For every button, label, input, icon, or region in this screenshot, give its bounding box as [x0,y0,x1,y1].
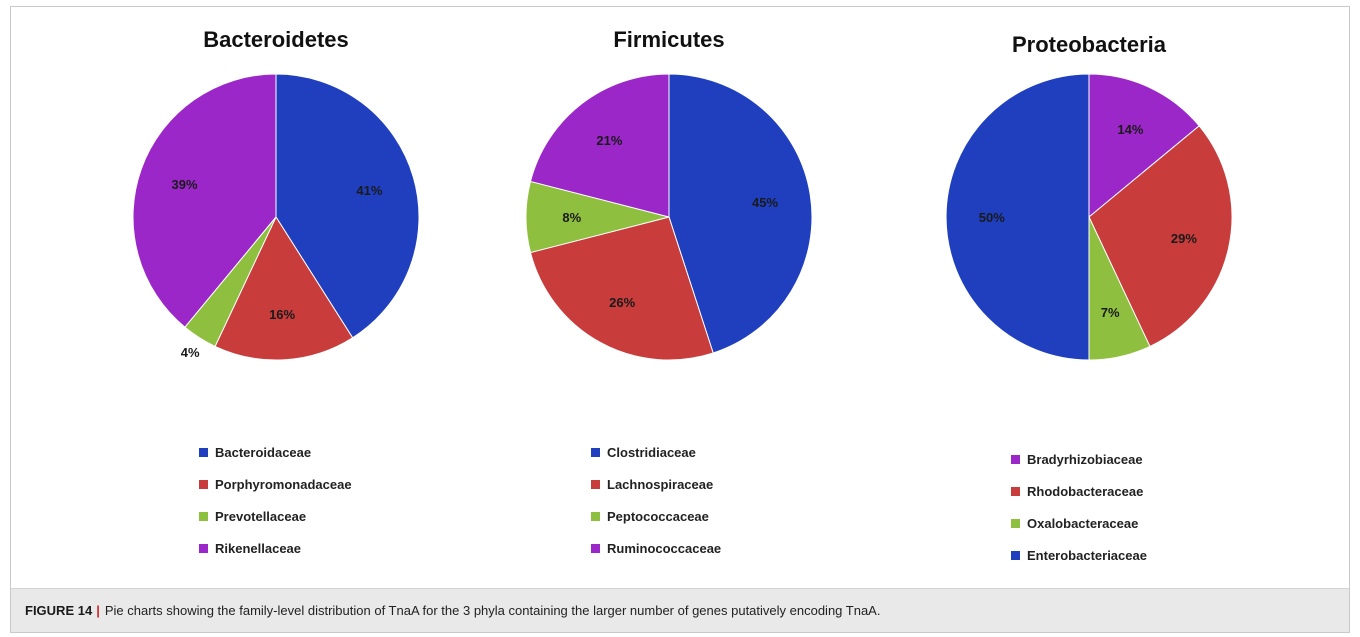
legend-label: Enterobacteriaceae [1027,548,1147,563]
legend-label: Bradyrhizobiaceae [1027,452,1143,467]
pie-slice-bacteroidaceae [275,73,420,339]
pie-charts-area: Bacteroidetes 41% 16% 4% 39% Bacteroidaceae Po… [132,27,1233,563]
legend-item-bacteroidaceae: Bacteroidaceae [199,445,311,460]
figure-panel: Bacteroidetes 41% 16% 4% 39% Bacteroidaceae Po… [10,6,1350,633]
legend-label: Clostridiaceae [607,445,696,460]
pie-slice-lachnospiraceae [529,216,714,361]
pie-chart-bacteroidetes: Bacteroidetes 41% 16% 4% 39% Bacteroidaceae Po… [132,27,420,556]
legend-item-rikenellaceae: Rikenellaceae [199,541,301,556]
pie-slice-rhodobacteraceae [1088,125,1233,348]
legend-label: Oxalobacteraceae [1027,516,1138,531]
legend-item-clostridiaceae: Clostridiaceae [591,445,696,460]
legend-label: Lachnospiraceae [607,477,713,492]
legend-label: Rikenellaceae [215,541,301,556]
caption-label: FIGURE 14 [25,603,93,618]
pie-slice-ruminococcaceae [529,73,670,218]
legend-item-porphyromonadaceae: Porphyromonadaceae [199,477,352,492]
slice-label-prevotellaceae: 4% [181,345,200,360]
legend-swatch [1011,519,1020,528]
legend-swatch [199,448,208,457]
pie-slice-rikenellaceae [132,73,277,328]
chart-title: Proteobacteria [1012,32,1167,57]
slice-label-peptococcaceae: 8% [562,210,581,225]
chart-title: Firmicutes [613,27,724,52]
legend-label: Peptococcaceae [607,509,709,524]
slice-label-bacteroidaceae: 41% [356,183,382,198]
legend-swatch [199,480,208,489]
legend-swatch [1011,487,1020,496]
legend-swatch [591,448,600,457]
slice-label-ruminococcaceae: 21% [596,133,622,148]
pie-slice-enterobacteriaceae [945,73,1090,361]
legend-label: Porphyromonadaceae [215,477,352,492]
legend-swatch [199,544,208,553]
pie-chart-proteobacteria: Proteobacteria 14% 29% 7% 50% Bradyrhizobiace… [945,32,1233,563]
slice-label-porphyromonadaceae: 16% [269,307,295,322]
caption-separator: | [96,603,100,618]
legend-item-peptococcaceae: Peptococcaceae [591,509,709,524]
legend-swatch [591,480,600,489]
legend-swatch [1011,551,1020,560]
legend-swatch [591,512,600,521]
legend-label: Ruminococcaceae [607,541,721,556]
figure-caption: FIGURE 14 | Pie charts showing the famil… [11,588,1349,632]
slice-label-enterobacteriaceae: 50% [979,210,1005,225]
legend-item-oxalobacteraceae: Oxalobacteraceae [1011,516,1138,531]
legend-item-enterobacteriaceae: Enterobacteriaceae [1011,548,1147,563]
legend-item-rhodobacteraceae: Rhodobacteraceae [1011,484,1143,499]
slice-label-lachnospiraceae: 26% [609,295,635,310]
pie-chart-firmicutes: Firmicutes 45% 26% 8% 21% Clostridiaceae Lachn… [525,27,813,556]
legend-label: Bacteroidaceae [215,445,311,460]
pie-slice-bradyrhizobiaceae [1088,73,1200,219]
legend-item-prevotellaceae: Prevotellaceae [199,509,306,524]
slice-label-bradyrhizobiaceae: 14% [1117,122,1143,137]
caption-text: Pie charts showing the family-level dist… [104,603,881,618]
slice-label-clostridiaceae: 45% [752,195,778,210]
legend-item-ruminococcaceae: Ruminococcaceae [591,541,721,556]
pie-slice-porphyromonadaceae [214,215,354,361]
legend-swatch [1011,455,1020,464]
slice-label-rhodobacteraceae: 29% [1171,231,1197,246]
legend-swatch [591,544,600,553]
legend-label: Prevotellaceae [215,509,306,524]
slice-label-rikenellaceae: 39% [171,177,197,192]
pie-slice-clostridiaceae [668,73,813,354]
legend-item-lachnospiraceae: Lachnospiraceae [591,477,713,492]
legend-swatch [199,512,208,521]
legend-label: Rhodobacteraceae [1027,484,1143,499]
slice-label-oxalobacteraceae: 7% [1101,305,1120,320]
legend-item-bradyrhizobiaceae: Bradyrhizobiaceae [1011,452,1143,467]
chart-title: Bacteroidetes [203,27,349,52]
